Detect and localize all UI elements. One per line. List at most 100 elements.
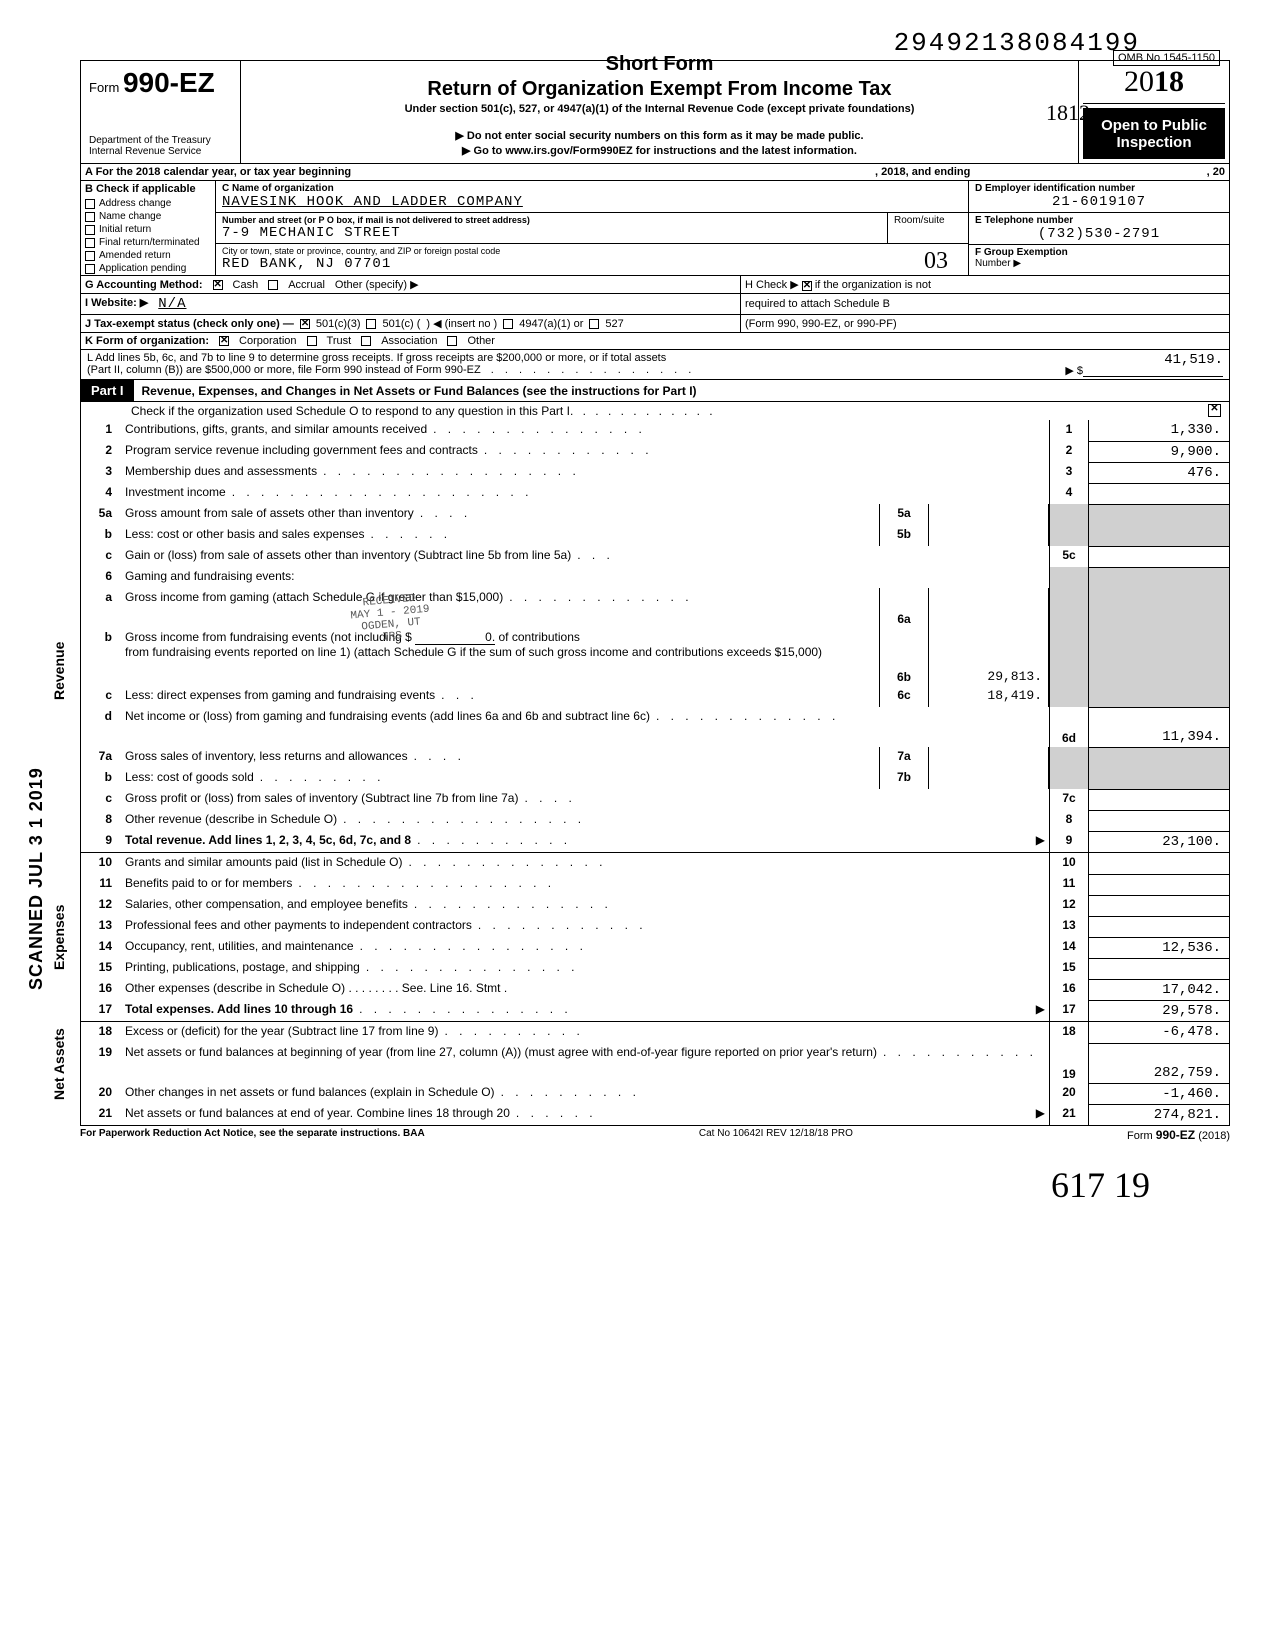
handwritten-03: 03 bbox=[924, 248, 948, 275]
cb-trust[interactable] bbox=[307, 336, 317, 346]
cb-pending[interactable]: Application pending bbox=[81, 262, 215, 275]
cb-527[interactable] bbox=[589, 319, 599, 329]
group-exempt-box: F Group Exemption Number ▶ bbox=[969, 245, 1229, 271]
line-4: 4 Investment income. . . . . . . . . . .… bbox=[81, 483, 1229, 504]
line-2: 2 Program service revenue including gove… bbox=[81, 441, 1229, 462]
line-20: 20Other changes in net assets or fund ba… bbox=[81, 1083, 1229, 1104]
row-j: J Tax-exempt status (check only one) — 5… bbox=[80, 314, 1230, 332]
cb-name-change[interactable]: Name change bbox=[81, 210, 215, 223]
handwritten-bottom: 617 19 bbox=[80, 1144, 1230, 1216]
line-16: 16Other expenses (describe in Schedule O… bbox=[81, 979, 1229, 1000]
line-1: 1 Contributions, gifts, grants, and simi… bbox=[81, 420, 1229, 441]
col-c: C Name of organization NAVESINK HOOK AND… bbox=[216, 181, 969, 275]
line-15: 15Printing, publications, postage, and s… bbox=[81, 958, 1229, 979]
line-7a: 7a Gross sales of inventory, less return… bbox=[81, 747, 1229, 768]
g-label: G Accounting Method: bbox=[85, 279, 203, 291]
bf-grid: B Check if applicable Address change Nam… bbox=[80, 181, 1230, 275]
cb-other-org[interactable] bbox=[447, 336, 457, 346]
form-page: 29492138084199 OMB No 1545-1150 Form 990… bbox=[0, 0, 1280, 1236]
part1-check-row: Check if the organization used Schedule … bbox=[80, 402, 1230, 420]
addr-value: 7-9 MECHANIC STREET bbox=[222, 225, 881, 241]
phone-value: (732)530-2791 bbox=[975, 226, 1223, 242]
cb-schedule-o[interactable] bbox=[1208, 404, 1221, 417]
line-17-value: 29,578. bbox=[1089, 1000, 1229, 1021]
cb-assoc[interactable] bbox=[361, 336, 371, 346]
open-public-2: Inspection bbox=[1085, 134, 1223, 151]
part1-title: Revenue, Expenses, and Changes in Net As… bbox=[134, 382, 1229, 400]
j-label: J Tax-exempt status (check only one) — bbox=[85, 318, 294, 330]
line-19-value: 282,759. bbox=[1089, 1043, 1229, 1083]
line-6d-value: 11,394. bbox=[1089, 707, 1229, 747]
line-3: 3 Membership dues and assessments. . . .… bbox=[81, 462, 1229, 483]
form-header: Form 990-EZ Department of the Treasury I… bbox=[80, 60, 1230, 164]
row-k: K Form of organization: Corporation Trus… bbox=[80, 332, 1230, 349]
cb-accrual[interactable] bbox=[268, 280, 278, 290]
vlabel-expenses: Expenses bbox=[51, 905, 67, 970]
cb-initial-return[interactable]: Initial return bbox=[81, 223, 215, 236]
row-a-mid: , 2018, and ending bbox=[875, 166, 970, 178]
vlabel-netassets: Net Assets bbox=[51, 1028, 67, 1100]
ein-label: D Employer identification number bbox=[975, 183, 1223, 194]
footer-right: Form 990-EZ (2018) bbox=[1127, 1128, 1230, 1142]
line-18-value: -6,478. bbox=[1089, 1022, 1229, 1043]
line-19: 19Net assets or fund balances at beginni… bbox=[81, 1043, 1229, 1083]
line-14: 14Occupancy, rent, utilities, and mainte… bbox=[81, 937, 1229, 958]
open-to-public: Open to Public Inspection bbox=[1083, 108, 1225, 159]
line-4-value bbox=[1089, 483, 1229, 504]
col-def: D Employer identification number 21-6019… bbox=[969, 181, 1229, 275]
handwritten-1812: 1812 bbox=[1046, 100, 1090, 126]
l-amount: 41,519. bbox=[1083, 352, 1223, 377]
name-label: C Name of organization bbox=[222, 183, 962, 194]
year-box: 2018 Open to Public Inspection bbox=[1079, 61, 1229, 163]
cb-cash[interactable] bbox=[213, 280, 223, 290]
org-name-row: C Name of organization NAVESINK HOOK AND… bbox=[216, 181, 968, 213]
cb-4947[interactable] bbox=[503, 319, 513, 329]
line-11: 11Benefits paid to or for members. . . .… bbox=[81, 874, 1229, 895]
ein-box: D Employer identification number 21-6019… bbox=[969, 181, 1229, 213]
tax-year: 2018 bbox=[1083, 65, 1225, 104]
row-g: G Accounting Method: Cash Accrual Other … bbox=[80, 275, 1230, 293]
room-suite: Room/suite bbox=[888, 213, 968, 243]
line-6c: c Less: direct expenses from gaming and … bbox=[81, 686, 1229, 707]
form-id-box: Form 990-EZ Department of the Treasury I… bbox=[81, 61, 241, 163]
cb-501c[interactable] bbox=[366, 319, 376, 329]
line-5c: c Gain or (loss) from sale of assets oth… bbox=[81, 546, 1229, 567]
cash-label: Cash bbox=[233, 279, 259, 291]
line-13: 13Professional fees and other payments t… bbox=[81, 916, 1229, 937]
cb-h[interactable] bbox=[802, 281, 812, 291]
do-not-enter: Do not enter social security numbers on … bbox=[249, 129, 1070, 142]
cb-amended[interactable]: Amended return bbox=[81, 249, 215, 262]
line-1-value: 1,330. bbox=[1089, 420, 1229, 441]
line-10: 10Grants and similar amounts paid (list … bbox=[81, 853, 1229, 874]
line-3-value: 476. bbox=[1089, 462, 1229, 483]
addr-label: Number and street (or P O box, if mail i… bbox=[222, 215, 881, 225]
cb-corp[interactable] bbox=[219, 336, 229, 346]
cb-501c3[interactable] bbox=[300, 319, 310, 329]
city-value: RED BANK, NJ 07701 bbox=[222, 256, 962, 272]
line-2-value: 9,900. bbox=[1089, 441, 1229, 462]
line-6b-value: 29,813. bbox=[929, 628, 1049, 686]
open-public-1: Open to Public bbox=[1085, 117, 1223, 134]
ein-value: 21-6019107 bbox=[975, 194, 1223, 210]
other-specify: Other (specify) ▶ bbox=[335, 278, 419, 291]
main-title: Return of Organization Exempt From Incom… bbox=[249, 78, 1070, 101]
h-label: H Check ▶ bbox=[745, 279, 799, 291]
line-6b: b Gross income from fundraising events (… bbox=[81, 628, 1229, 686]
k-label: K Form of organization: bbox=[85, 335, 209, 347]
line-6c-value: 18,419. bbox=[929, 686, 1049, 707]
group-label: F Group Exemption bbox=[975, 247, 1223, 258]
line-12: 12Salaries, other compensation, and empl… bbox=[81, 895, 1229, 916]
h-check: H Check ▶ if the organization is not bbox=[741, 276, 1229, 293]
street-address: Number and street (or P O box, if mail i… bbox=[216, 213, 888, 243]
line-5b: b Less: cost or other basis and sales ex… bbox=[81, 525, 1229, 546]
col-b-header: B Check if applicable bbox=[81, 181, 215, 197]
city-row: City or town, state or province, country… bbox=[216, 244, 968, 274]
line-5a: 5a Gross amount from sale of assets othe… bbox=[81, 504, 1229, 525]
cb-final-return[interactable]: Final return/terminated bbox=[81, 236, 215, 249]
form-990ez: 990-EZ bbox=[123, 67, 215, 98]
cb-address-change[interactable]: Address change bbox=[81, 197, 215, 210]
form-number: Form 990-EZ bbox=[89, 67, 232, 99]
title-box: Short Form Return of Organization Exempt… bbox=[241, 61, 1079, 163]
phone-box: E Telephone number (732)530-2791 bbox=[969, 213, 1229, 245]
line-9: 9 Total revenue. Add lines 1, 2, 3, 4, 5… bbox=[81, 831, 1229, 853]
